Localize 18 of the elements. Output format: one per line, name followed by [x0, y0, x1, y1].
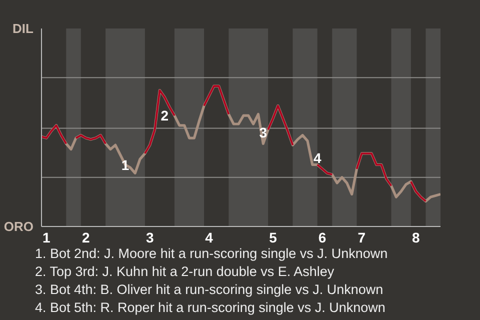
text: 4. Bot 5th: R. Roper hit a run-scoring single vs J. Unknown [35, 299, 386, 317]
x-tick-label: 3 [146, 230, 154, 246]
text: 2. Top 3rd: J. Kuhn hit a 2-run double vs E. Ashley [35, 263, 336, 281]
x-tick-label: 5 [269, 230, 278, 246]
x-tick-label: 4 [205, 230, 214, 246]
x-tick-label: 8 [412, 230, 420, 246]
text: DIL [12, 21, 34, 36]
text: 1. Bot 2nd: J. Moore hit a run-scoring single vs J. Unknown [35, 245, 388, 263]
annotation: 3 [259, 124, 268, 140]
x-tick-label: 2 [82, 230, 90, 246]
annotation: 2 [160, 108, 169, 124]
x-tick-label: 7 [358, 230, 366, 246]
annotation: 1 [121, 157, 130, 174]
text: ORO [4, 219, 34, 234]
text: 3. Bot 4th: B. Oliver hit a run-scoring single vs J. Unknown [35, 281, 384, 299]
x-tick-label: 6 [318, 230, 326, 246]
annotation: 4 [313, 150, 322, 166]
x-tick-label: 1 [42, 230, 51, 246]
